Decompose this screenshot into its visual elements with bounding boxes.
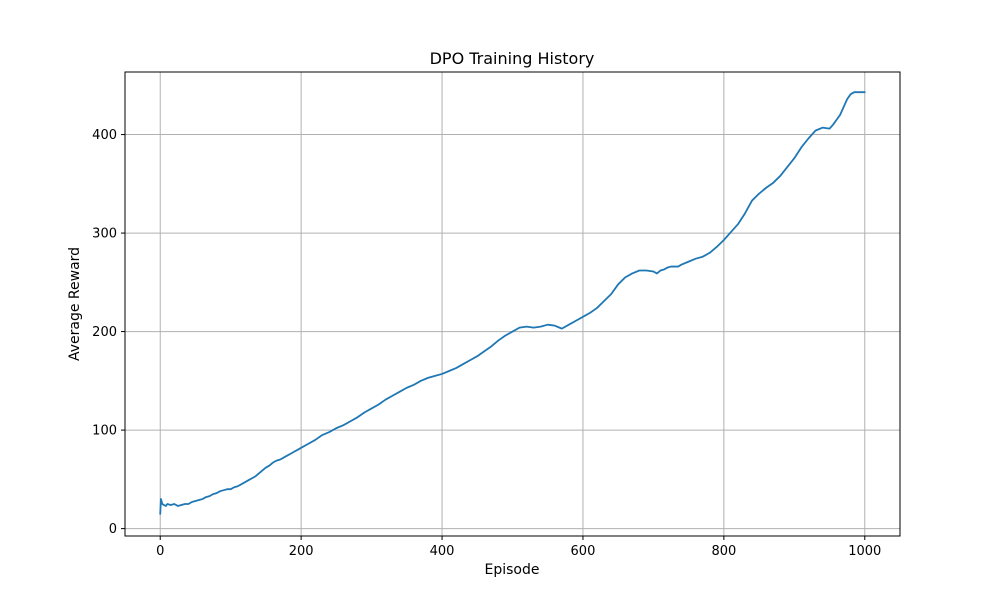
axis-ticks: 0 200 400 600 800 1000 0 100 200 300 400 bbox=[92, 128, 881, 559]
x-tick-label: 600 bbox=[571, 544, 596, 559]
x-tick-label: 200 bbox=[289, 544, 314, 559]
chart-title: DPO Training History bbox=[430, 49, 595, 68]
x-tick-label: 400 bbox=[430, 544, 455, 559]
x-tick-label: 0 bbox=[156, 544, 164, 559]
y-axis-label: Average Reward bbox=[67, 247, 83, 361]
x-axis-label: Episode bbox=[485, 562, 540, 578]
plot-frame bbox=[124, 71, 901, 537]
y-tick-label: 400 bbox=[92, 128, 117, 143]
y-tick-label: 200 bbox=[92, 325, 117, 340]
series-line-0 bbox=[159, 91, 866, 515]
x-tick-label: 800 bbox=[711, 544, 736, 559]
x-tick-label: 1000 bbox=[848, 544, 881, 559]
grid-lines bbox=[125, 72, 900, 536]
y-tick-label: 300 bbox=[92, 227, 117, 242]
y-tick-label: 0 bbox=[109, 522, 117, 537]
y-tick-label: 100 bbox=[92, 424, 117, 439]
plot-lines bbox=[159, 91, 866, 515]
